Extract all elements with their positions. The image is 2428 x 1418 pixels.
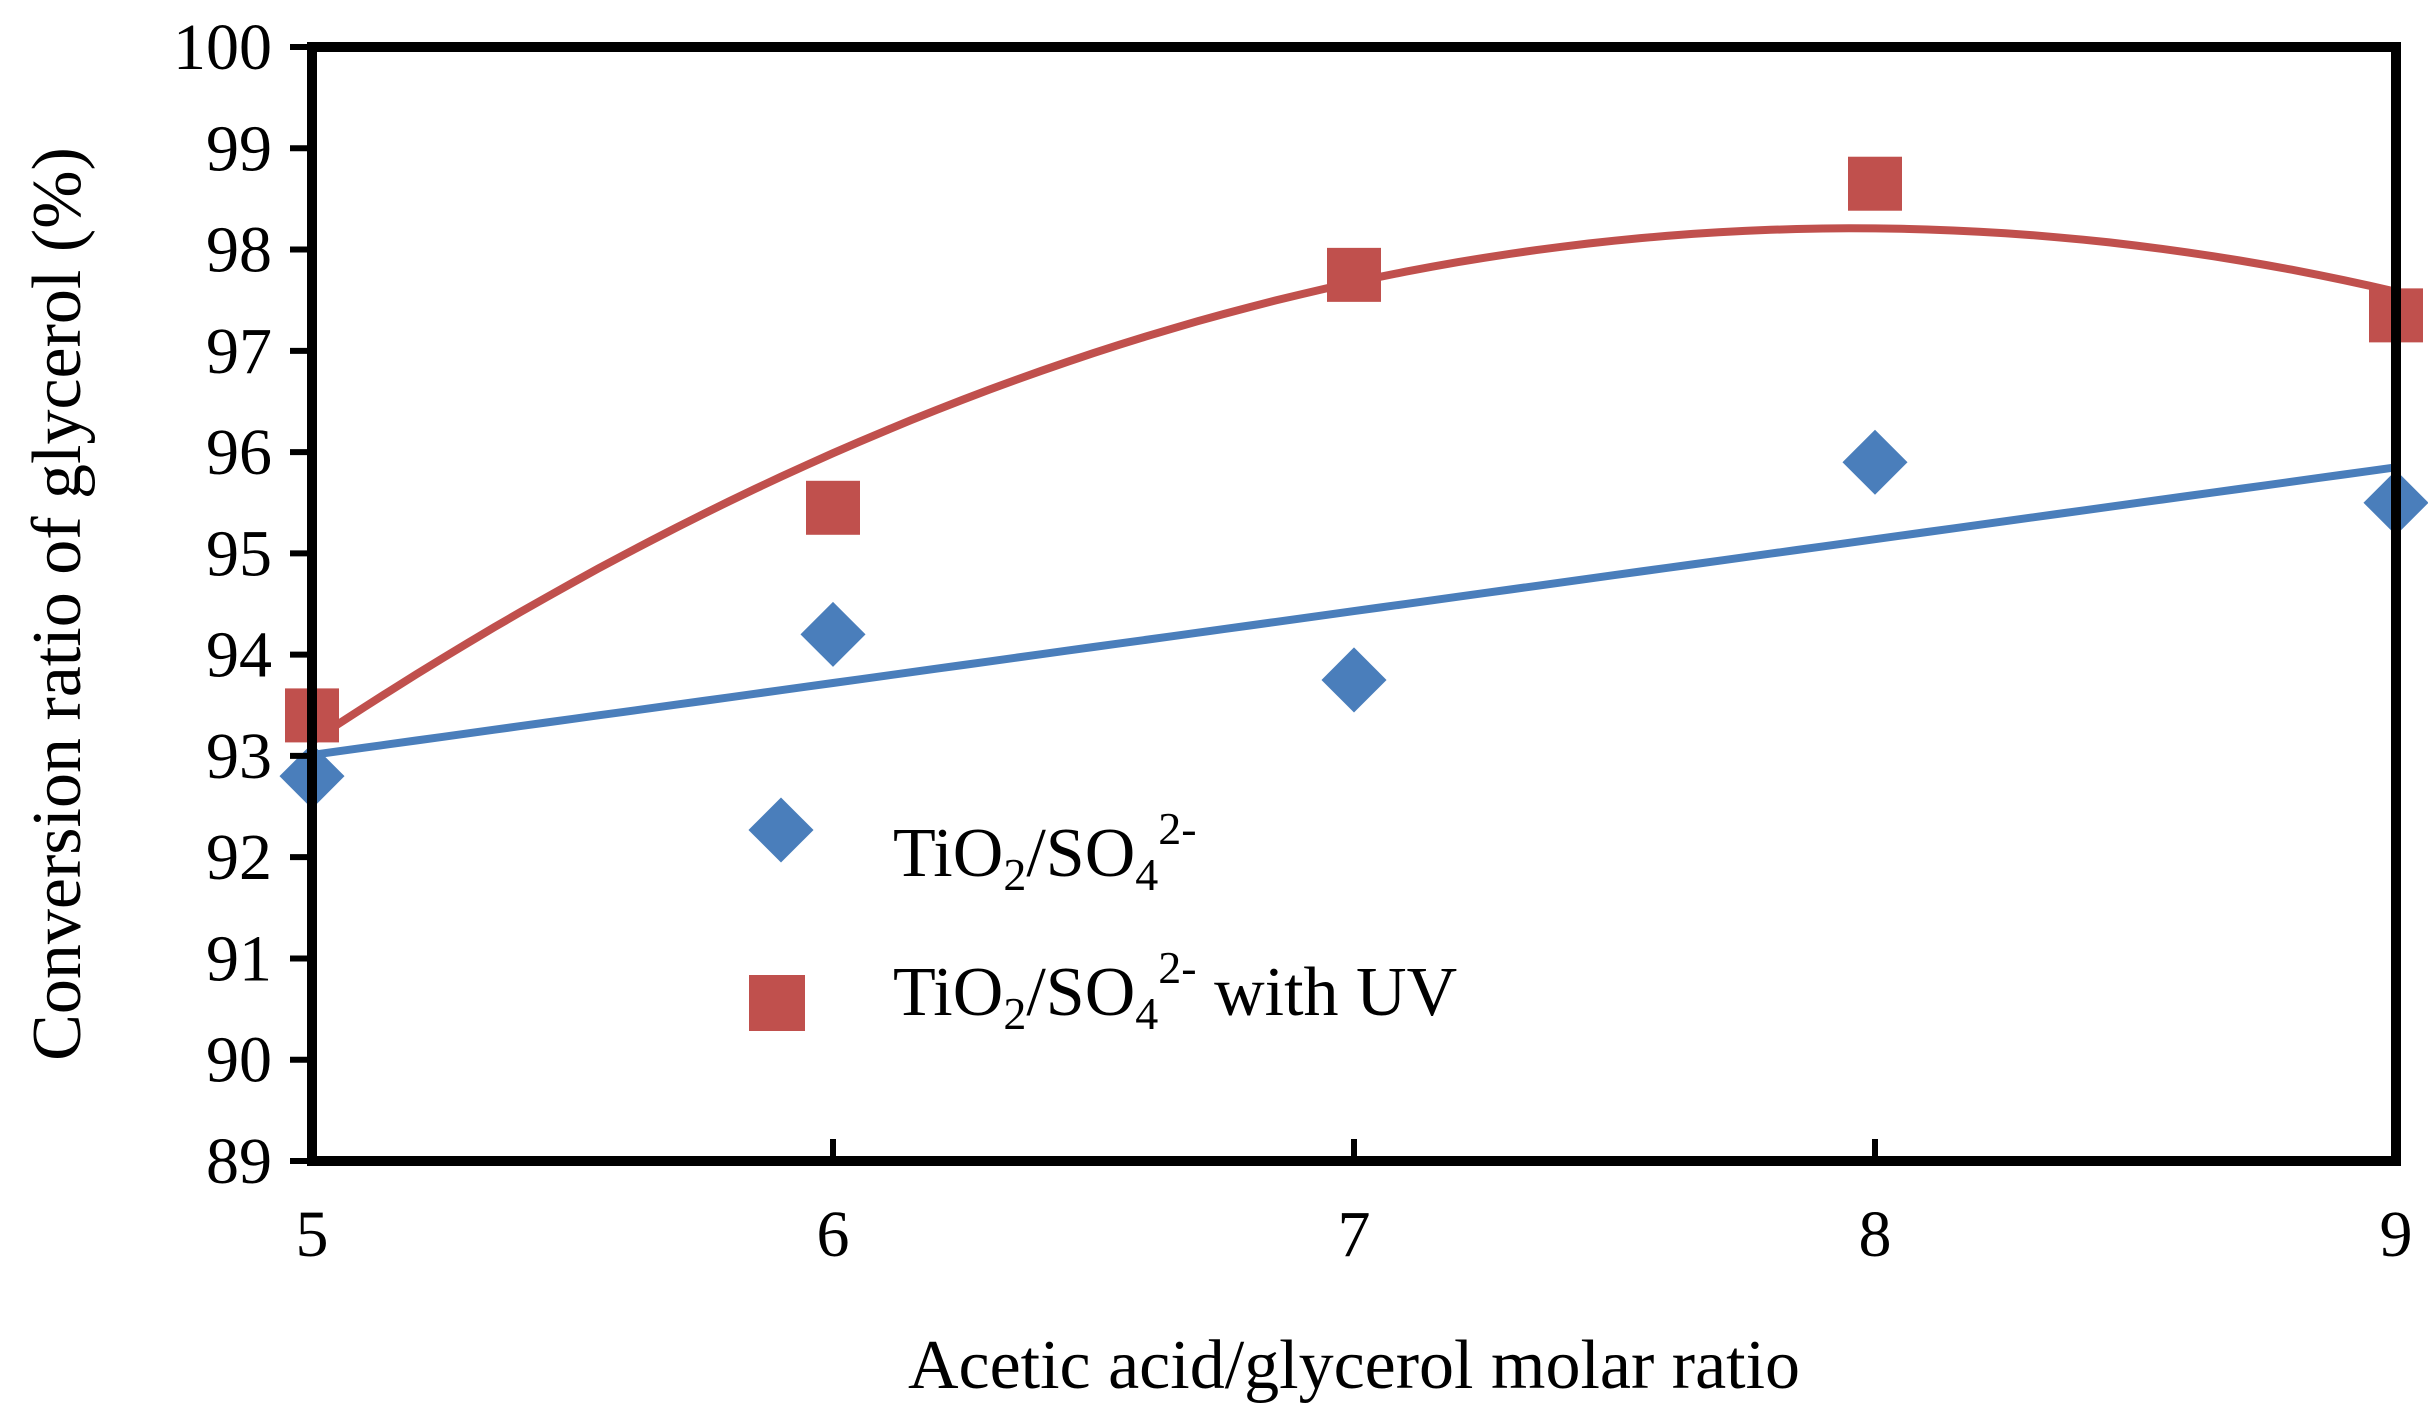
x-tick-label: 5 <box>296 1198 329 1271</box>
y-tick-label: 91 <box>206 922 272 995</box>
data-markers <box>279 156 2428 809</box>
y-tick-label: 90 <box>206 1024 272 1097</box>
point-tio2-so4-2-with-uv <box>1848 156 1902 211</box>
y-tick-label: 95 <box>206 517 272 590</box>
x-axis-title: Acetic acid/glycerol molar ratio <box>908 1327 1800 1404</box>
legend: TiO2/SO42- TiO2/SO42- with UV <box>748 797 1457 1039</box>
point-tio2-so4-2-with-uv <box>806 480 860 535</box>
y-tick-label: 94 <box>206 619 272 692</box>
y-tick-label: 93 <box>206 720 272 793</box>
trendline-tio2-so4-2 <box>311 463 2397 759</box>
point-tio2-so4-2 <box>1321 647 1387 713</box>
y-tick-label: 99 <box>206 112 272 185</box>
legend-marker-tio2-so4-uv <box>749 975 805 1031</box>
y-axis-title: Conversion ratio of glycerol (%) <box>19 147 96 1061</box>
x-tick-label: 9 <box>2380 1198 2413 1271</box>
point-tio2-so4-2 <box>800 601 866 667</box>
y-tick-label: 92 <box>206 821 272 894</box>
legend-marker-tio2-so4 <box>748 797 814 863</box>
y-tick-label: 98 <box>206 214 272 287</box>
x-tick-label: 7 <box>1338 1198 1371 1271</box>
legend-label-tio2-so4: TiO2/SO42- <box>893 803 1197 900</box>
y-tick-label: 89 <box>206 1125 272 1198</box>
y-tick-label: 100 <box>173 11 272 84</box>
x-tick-label: 8 <box>1859 1198 1892 1271</box>
point-tio2-so4-2 <box>1842 429 1908 495</box>
x-tick-label: 6 <box>817 1198 850 1271</box>
y-tick-label: 97 <box>206 315 272 388</box>
legend-label-tio2-so4-uv: TiO2/SO42- with UV <box>893 942 1457 1039</box>
y-tick-label: 96 <box>206 416 272 489</box>
point-tio2-so4-2-with-uv <box>1327 247 1381 302</box>
